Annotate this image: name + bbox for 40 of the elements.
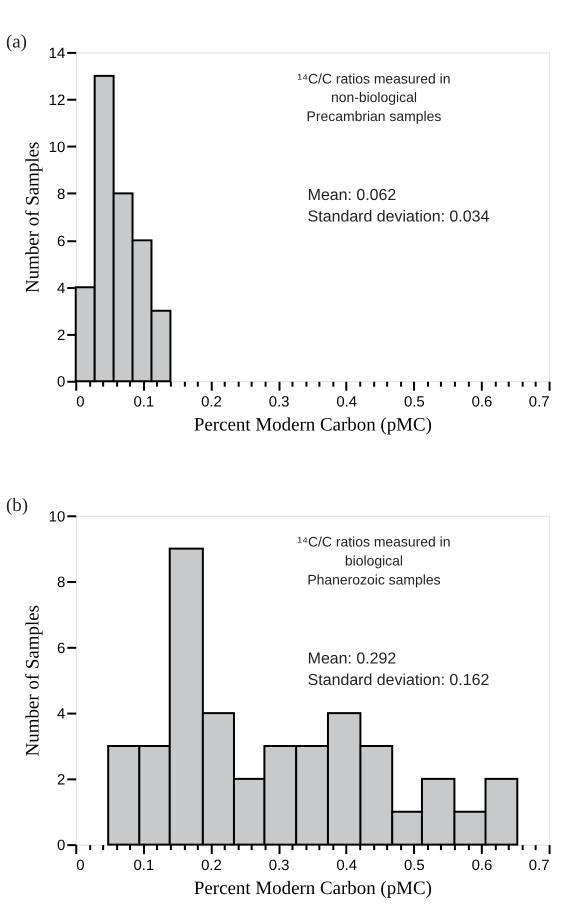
x-tick-label: 0.2 [201, 394, 222, 411]
x-tick-label: 0.5 [404, 394, 425, 411]
x-axis-title: Percent Modern Carbon (pMC) [194, 414, 432, 436]
y-tick-label: 8 [56, 574, 66, 592]
annotation: ¹⁴C/C ratios measured in biological Phanerozoic samples [297, 534, 451, 588]
x-tick-label: 0.2 [201, 857, 222, 874]
x-tick-label: 0.3 [268, 394, 290, 411]
y-tick-label: 12 [48, 92, 66, 109]
x-tick-label: 0.1 [133, 394, 154, 411]
y-tick-label: 2 [56, 326, 66, 344]
y-tick-label: 8 [56, 186, 66, 203]
y-tick-label: 0 [56, 837, 66, 854]
x-tick-label: 0.4 [336, 394, 358, 411]
y-tick-label: 2 [56, 771, 66, 788]
text: (b) [6, 494, 28, 516]
y-tick-label: 4 [56, 280, 66, 297]
x-tick-label: 0.6 [472, 394, 492, 411]
x-tick-label: 0.7 [528, 394, 550, 411]
y-tick-label: 10 [48, 138, 66, 156]
x-tick-label: 0.5 [404, 857, 425, 874]
y-tick-label: 6 [56, 640, 66, 657]
y-axis-title: Number of Samples [22, 142, 44, 294]
x-tick-label: 0.3 [268, 857, 290, 874]
annotation: ¹⁴C/C ratios measured in non-biological Precambrian samples [297, 70, 451, 124]
y-tick-label: 14 [48, 44, 66, 62]
x-axis-title: Percent Modern Carbon (pMC) [194, 878, 432, 899]
annotation: Mean: 0.062 Standard deviation: 0.034 [308, 186, 490, 226]
y-tick-label: 4 [56, 706, 66, 723]
y-tick-label: 6 [56, 232, 66, 250]
y-axis-title: Number of Samples [22, 605, 44, 756]
text: (a) [6, 31, 27, 52]
y-tick-label: 0 [56, 374, 66, 391]
x-tick-label: 0 [76, 394, 85, 411]
x-tick-label: 0.1 [133, 857, 154, 874]
x-tick-label: 0 [76, 857, 85, 874]
annotation: Mean: 0.292 Standard deviation: 0.162 [308, 650, 490, 689]
x-tick-label: 0.7 [528, 857, 550, 874]
y-tick-label: 10 [48, 508, 66, 526]
x-tick-label: 0.6 [472, 857, 492, 874]
x-tick-label: 0.4 [336, 857, 358, 874]
